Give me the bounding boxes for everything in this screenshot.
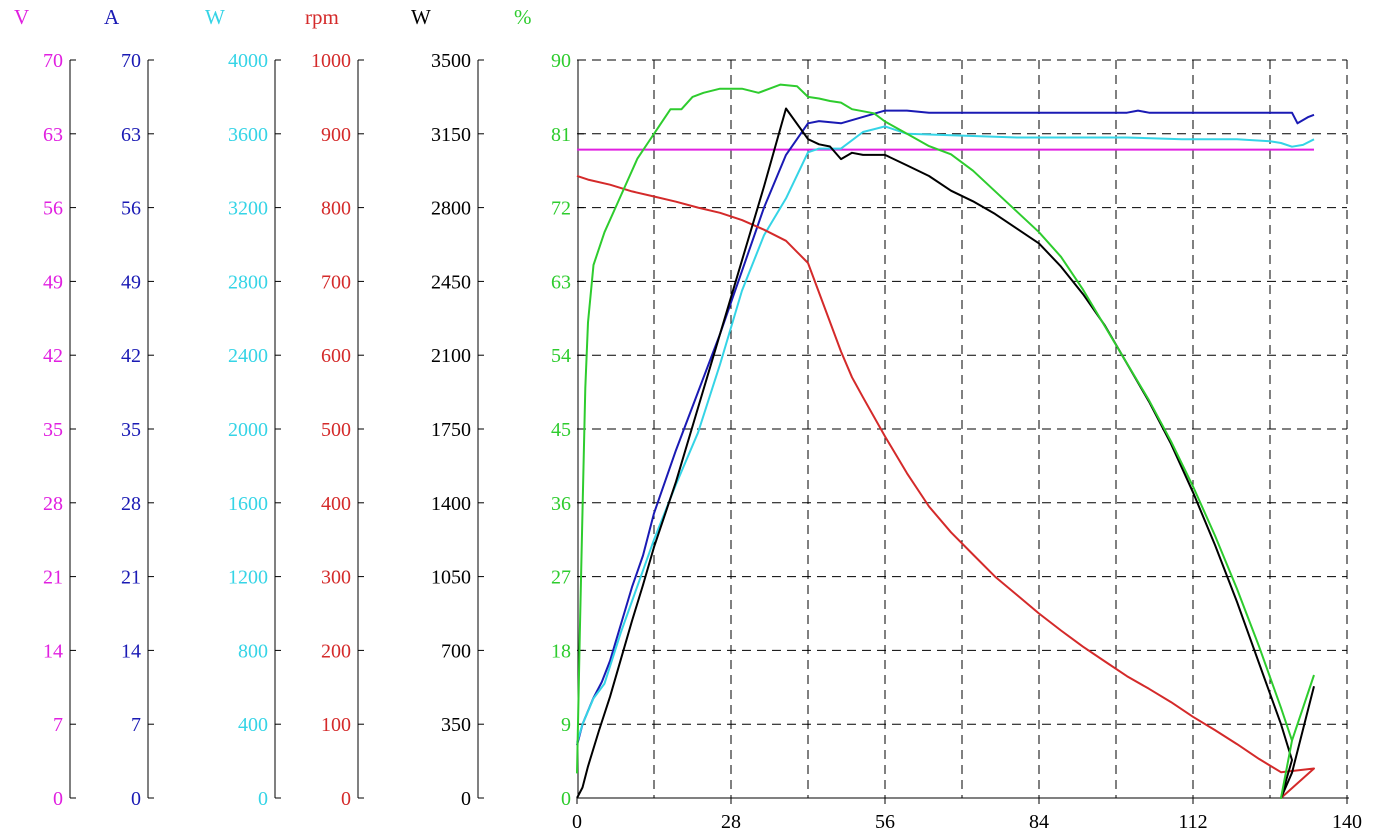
tick-label-volt: 7 [53,714,63,736]
tick-label-amp: 56 [121,198,141,220]
tick-label-volt: 28 [43,493,63,515]
y-axis-volt: V 0 7 14 21 28 35 42 49 56 63 70 [14,5,76,810]
tick-label-win: 2400 [228,345,268,367]
tick-label-volt: 14 [43,640,63,662]
x-tick-label: 0 [572,811,582,833]
x-axis: 0 28 56 84 112 140 [572,797,1362,833]
tick-label-amp: 70 [121,50,141,72]
tick-label-wout: 3150 [431,124,471,146]
x-tick-label: 56 [875,811,895,833]
tick-label-eff: 54 [551,345,571,367]
tick-label-wout: 3500 [431,50,471,72]
tick-label-win: 2800 [228,271,268,293]
series-line-amp [576,109,1315,746]
tick-label-amp: 35 [121,419,141,441]
tick-label-eff: 90 [551,50,571,72]
tick-label-eff: 63 [551,271,571,293]
tick-label-wout: 1400 [431,493,471,515]
tick-label-win: 800 [238,640,268,662]
tick-label-amp: 0 [131,788,141,810]
tick-label-volt: 49 [43,271,63,293]
tick-label-win: 1600 [228,493,268,515]
tick-label-eff: 72 [551,198,571,220]
tick-label-win: 400 [238,714,268,736]
tick-label-wout: 700 [441,640,471,662]
tick-label-eff: 45 [551,419,571,441]
tick-label-wout: 2450 [431,271,471,293]
tick-label-amp: 21 [121,567,141,589]
y-axis-win: W 0 400 800 1200 1600 2000 2400 2800 3200 3600 4000 [205,5,281,810]
tick-label-volt: 70 [43,50,63,72]
tick-label-eff: 36 [551,493,571,515]
series-line-eff [576,83,1315,799]
tick-label-win: 3600 [228,124,268,146]
axis-unit-win: W [205,5,225,29]
tick-label-volt: 21 [43,567,63,589]
tick-label-rpm: 200 [321,640,351,662]
tick-label-amp: 49 [121,271,141,293]
axis-unit-amp: A [104,5,120,29]
tick-label-rpm: 800 [321,198,351,220]
grid [577,59,1348,798]
tick-label-amp: 14 [121,640,141,662]
tick-label-volt: 35 [43,419,63,441]
series-line-rpm [576,174,1315,799]
tick-label-amp: 28 [121,493,141,515]
y-axes: V07142128354249566370A071421283542495663… [14,5,584,810]
tick-label-rpm: 400 [321,493,351,515]
tick-label-rpm: 300 [321,567,351,589]
y-axis-rpm: rpm 0 100 200 300 400 500 600 700 800 900 1000 [305,5,364,810]
tick-label-volt: 56 [43,198,63,220]
axis-unit-eff: % [514,5,532,29]
tick-label-eff: 81 [551,124,571,146]
axis-unit-wout: W [411,5,431,29]
tick-label-win: 0 [258,788,268,810]
tick-label-rpm: 500 [321,419,351,441]
tick-label-win: 1200 [228,567,268,589]
tick-label-wout: 1750 [431,419,471,441]
x-tick-label: 28 [721,811,741,833]
tick-label-rpm: 600 [321,345,351,367]
tick-label-amp: 42 [121,345,141,367]
tick-label-eff: 27 [551,567,571,589]
tick-label-wout: 350 [441,714,471,736]
tick-label-rpm: 900 [321,124,351,146]
tick-label-wout: 0 [461,788,471,810]
y-axis-wout: W 0 350 700 1050 1400 1750 2100 2450 2800 3150 3500 [411,5,484,810]
tick-label-rpm: 700 [321,271,351,293]
tick-label-volt: 42 [43,345,63,367]
x-tick-label: 140 [1332,811,1362,833]
y-axis-eff: % 0 9 18 27 36 45 54 63 72 81 90 [514,5,584,810]
tick-label-eff: 0 [561,788,571,810]
tick-label-win: 3200 [228,198,268,220]
axis-unit-volt: V [14,5,29,29]
series-lines [576,83,1315,799]
tick-label-volt: 0 [53,788,63,810]
x-tick-label: 84 [1029,811,1049,833]
tick-label-rpm: 0 [341,788,351,810]
tick-label-wout: 1050 [431,567,471,589]
tick-label-eff: 9 [561,714,571,736]
tick-label-win: 4000 [228,50,268,72]
y-axis-amp: A 0 7 14 21 28 35 42 49 56 63 70 [104,5,154,810]
tick-label-volt: 63 [43,124,63,146]
tick-label-rpm: 1000 [311,50,351,72]
series-line-win [576,125,1315,743]
tick-label-eff: 18 [551,640,571,662]
tick-label-wout: 2100 [431,345,471,367]
tick-label-win: 2000 [228,419,268,441]
tick-label-amp: 7 [131,714,141,736]
tick-label-rpm: 100 [321,714,351,736]
tick-label-amp: 63 [121,124,141,146]
x-tick-label: 112 [1178,811,1207,833]
tick-label-wout: 2800 [431,198,471,220]
axis-unit-rpm: rpm [305,5,339,29]
series-line-wout [576,107,1315,799]
